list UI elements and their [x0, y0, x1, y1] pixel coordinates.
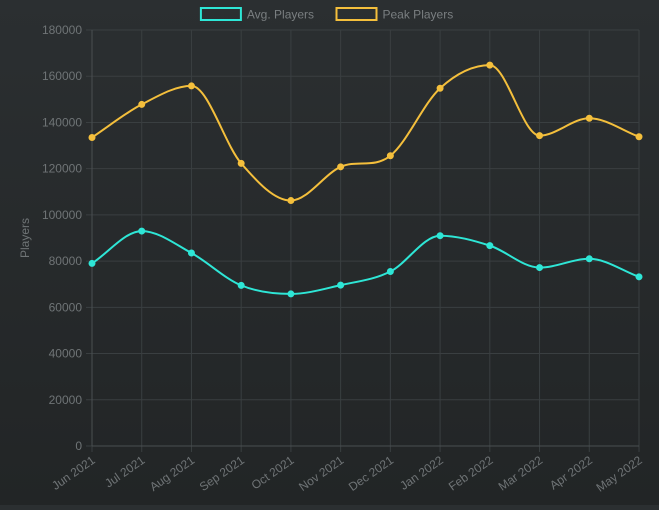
y-axis: 0 20000 40000 60000 80000 100000 120000 140000 1…: [42, 23, 82, 453]
x-tick-label: Apr 2022: [547, 453, 595, 493]
y-tick-label: 180000: [42, 23, 82, 37]
y-tick-label: 60000: [49, 300, 83, 314]
avg-players-line: [91, 230, 640, 295]
y-tick-label: 140000: [42, 115, 82, 129]
avg-players-point[interactable]: [436, 232, 444, 240]
y-tick-label: 100000: [42, 208, 82, 222]
peak-players-point[interactable]: [486, 61, 494, 69]
series-points: [88, 61, 643, 298]
x-tick-label: Aug 2021: [147, 453, 197, 494]
legend-item-peak-players[interactable]: Peak Players: [335, 7, 454, 22]
peak-players-point[interactable]: [536, 132, 544, 140]
y-tick-label: 160000: [42, 69, 82, 83]
peak-players-point[interactable]: [187, 82, 195, 90]
legend-label-avg-players: Avg. Players: [247, 8, 314, 22]
x-axis: Jun 2021 Jul 2021 Aug 2021 Sep 2021 Oct 2021…: [49, 453, 645, 495]
avg-players-point[interactable]: [337, 281, 345, 289]
legend-item-avg-players[interactable]: Avg. Players: [199, 7, 314, 22]
legend-swatch-peak-players: [335, 7, 378, 21]
peak-players-point[interactable]: [585, 114, 593, 122]
avg-players-point[interactable]: [138, 227, 146, 235]
avg-players-point[interactable]: [585, 255, 593, 263]
peak-players-point[interactable]: [635, 133, 643, 141]
avg-players-point[interactable]: [187, 249, 195, 257]
series-lines: [91, 64, 640, 295]
legend-swatch-avg-players: [199, 7, 242, 21]
y-tick-label: 40000: [49, 347, 83, 361]
grid: [86, 29, 640, 452]
peak-players-point[interactable]: [287, 197, 295, 205]
peak-players-point[interactable]: [88, 133, 96, 141]
x-tick-label: Jul 2021: [102, 453, 147, 491]
x-tick-label: Feb 2022: [446, 453, 496, 494]
avg-players-point[interactable]: [486, 242, 494, 250]
avg-players-point[interactable]: [635, 273, 643, 281]
avg-players-point[interactable]: [287, 290, 295, 298]
avg-players-point[interactable]: [237, 281, 245, 289]
legend: Avg. Players Peak Players: [199, 7, 454, 22]
peak-players-point[interactable]: [237, 159, 245, 167]
peak-players-point[interactable]: [138, 100, 146, 108]
peak-players-line: [91, 64, 640, 202]
y-tick-label: 20000: [49, 393, 83, 407]
y-tick-label: 0: [75, 439, 82, 453]
legend-label-peak-players: Peak Players: [383, 8, 454, 22]
peak-players-point[interactable]: [436, 84, 444, 92]
x-tick-label: Nov 2021: [296, 453, 346, 494]
x-tick-label: May 2022: [594, 453, 645, 495]
avg-players-point[interactable]: [536, 264, 544, 272]
x-tick-label: Jan 2022: [397, 453, 446, 493]
avg-players-point[interactable]: [88, 259, 96, 267]
peak-players-point[interactable]: [386, 152, 394, 160]
x-tick-label: Dec 2021: [346, 453, 396, 494]
x-tick-label: Sep 2021: [197, 453, 247, 494]
y-tick-label: 120000: [42, 162, 82, 176]
y-axis-label: Players: [18, 218, 32, 258]
x-tick-label: Oct 2021: [249, 453, 297, 493]
x-tick-label: Mar 2022: [496, 453, 546, 494]
x-tick-label: Jun 2021: [49, 453, 98, 493]
y-tick-label: 80000: [49, 254, 83, 268]
avg-players-point[interactable]: [386, 268, 394, 276]
peak-players-point[interactable]: [337, 163, 345, 171]
